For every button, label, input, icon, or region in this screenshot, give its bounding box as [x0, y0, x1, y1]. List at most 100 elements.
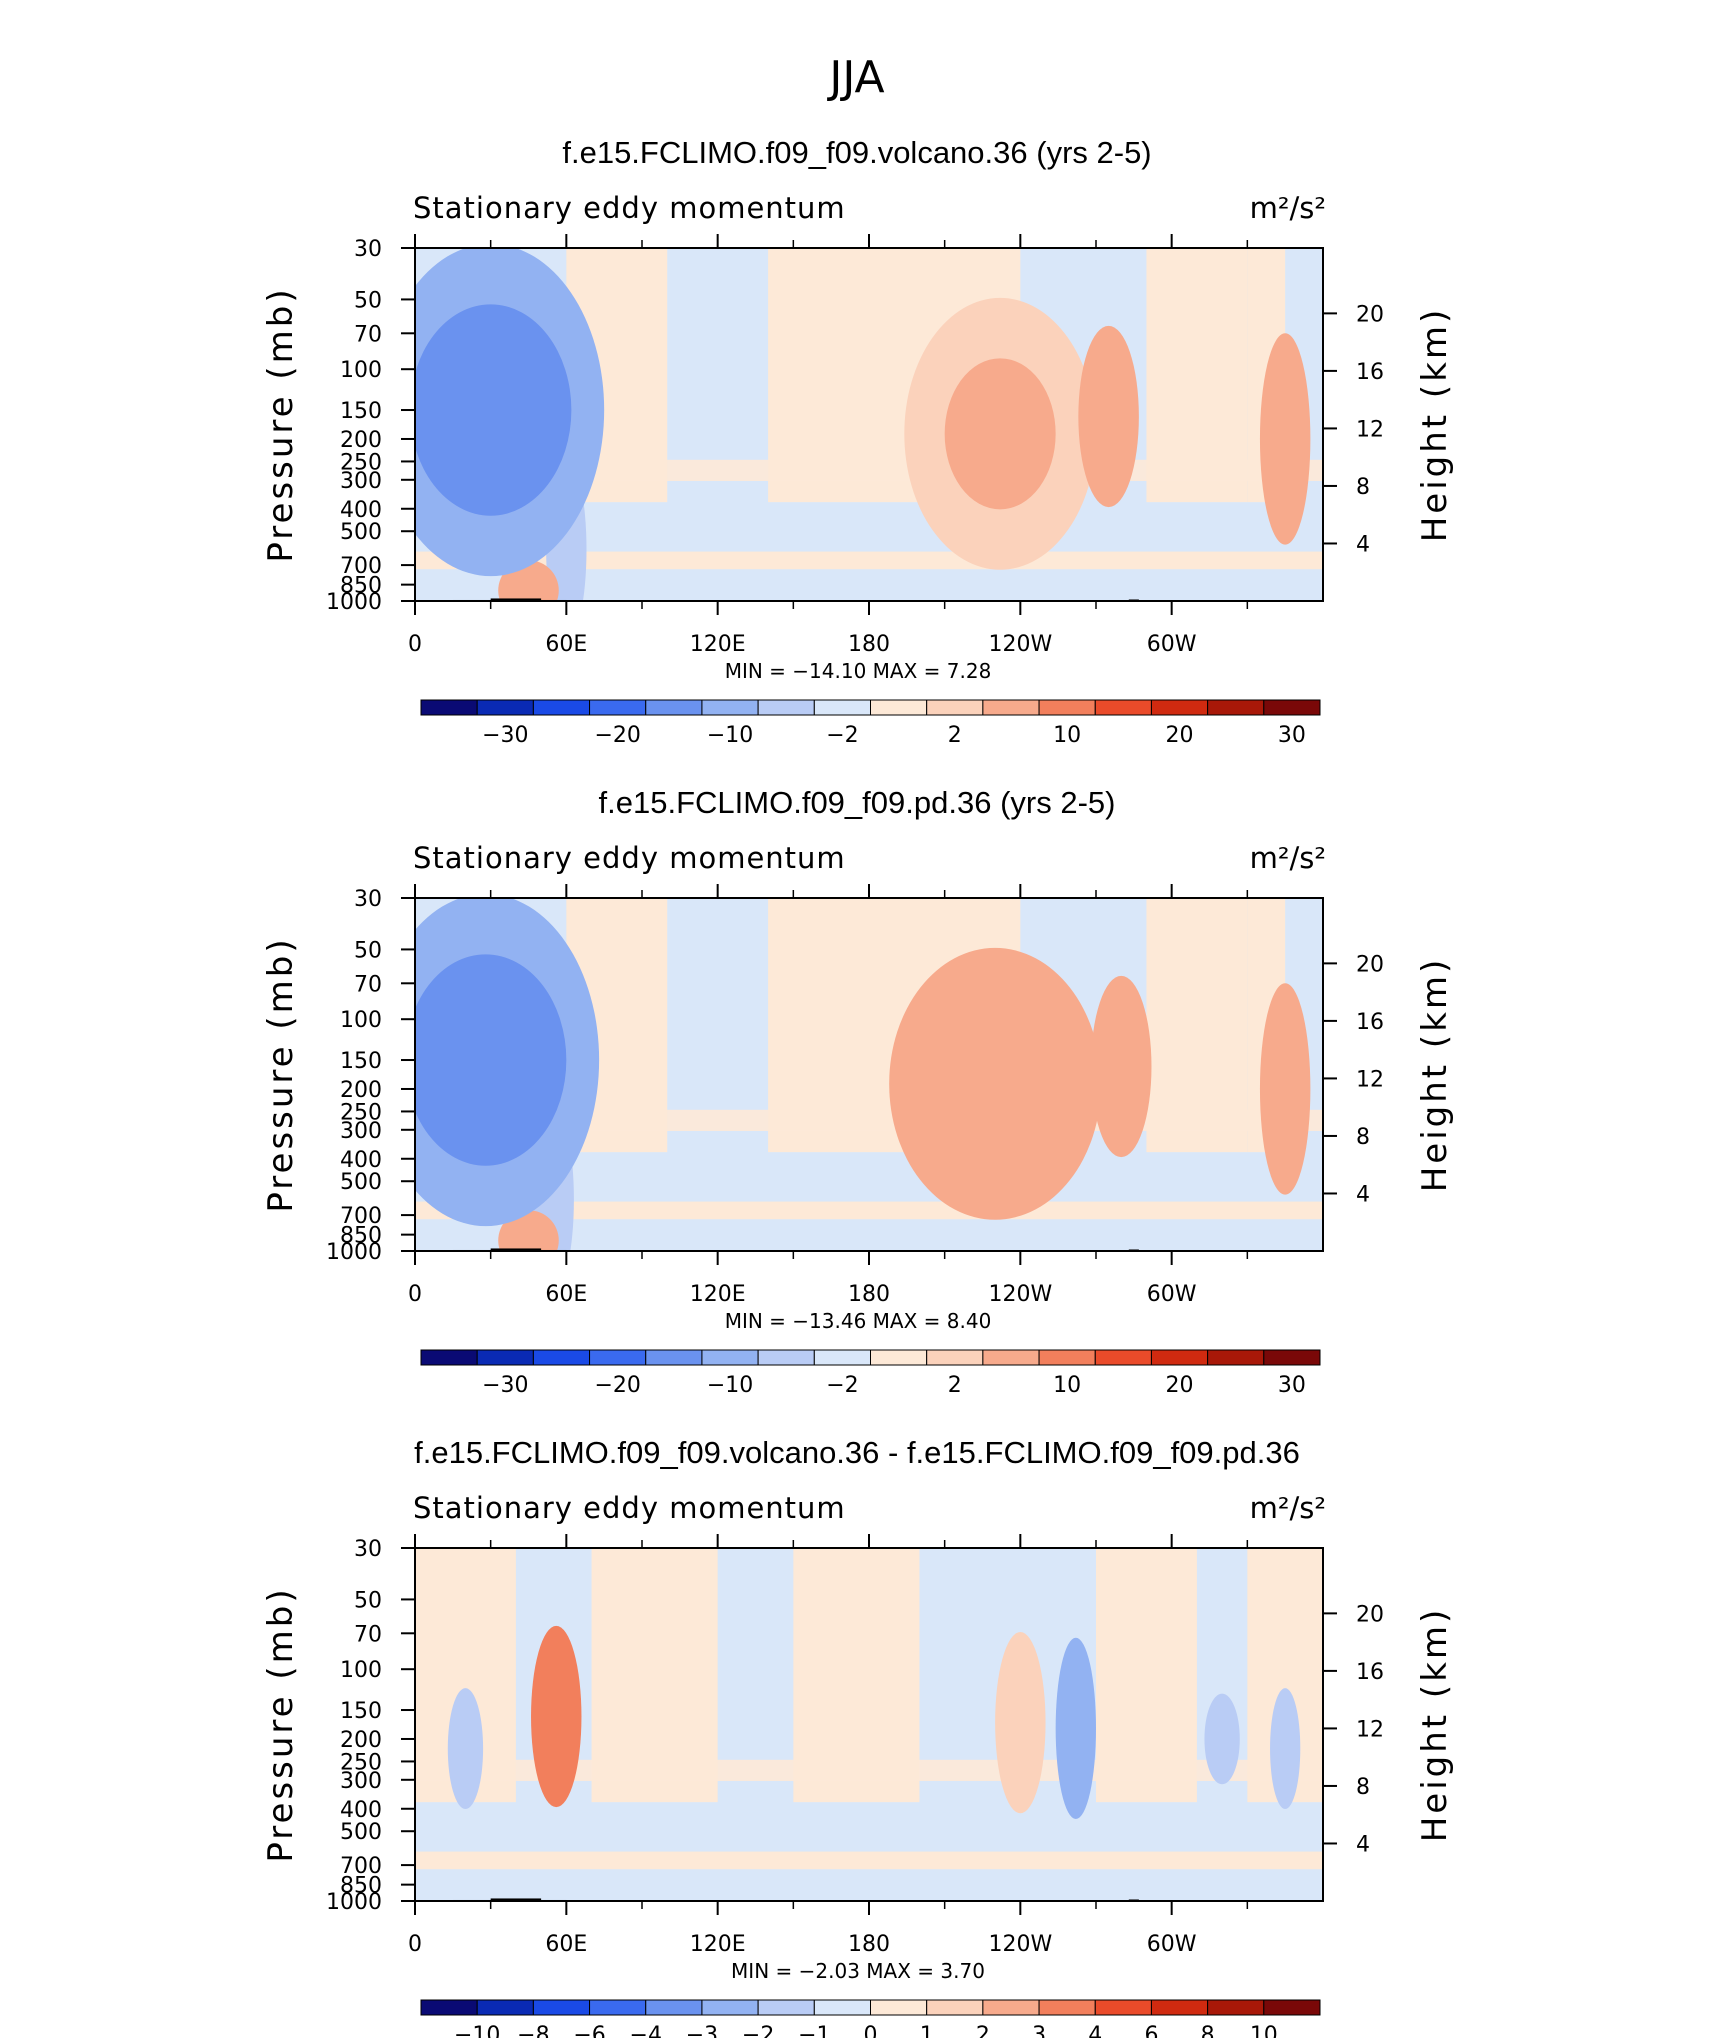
contour-field	[415, 1548, 1323, 1901]
x-tick-label: 60W	[1147, 1932, 1197, 1957]
y-tick-label: 150	[340, 1699, 382, 1724]
y-right-tick-label: 4	[1356, 1182, 1370, 1207]
colorbar-label: −20	[594, 723, 640, 748]
variable-label: Stationary eddy momentum	[413, 1491, 846, 1525]
colorbar-swatch	[926, 699, 984, 716]
colorbar-swatch	[1150, 699, 1209, 716]
x-tick-label: 120E	[690, 632, 746, 657]
colorbar-label: 1	[920, 2023, 934, 2038]
y-right-axis-title: Height (km)	[1415, 957, 1455, 1193]
y-axis-title: Pressure (mb)	[261, 286, 301, 562]
colorbar-swatch	[926, 1999, 984, 2016]
colorbar-label: 30	[1278, 1373, 1306, 1398]
colorbar-label: −10	[707, 723, 753, 748]
colorbar-label: 10	[1053, 723, 1081, 748]
y-tick-label: 850	[340, 1874, 382, 1899]
colorbar-swatch	[982, 699, 1040, 716]
y-right-tick-label: 12	[1356, 417, 1384, 442]
colorbar-label: −2	[742, 2023, 774, 2038]
colorbar-swatch	[1094, 699, 1152, 716]
positive-band	[415, 1851, 1323, 1870]
contour-blob	[1078, 325, 1139, 508]
y-axis-title: Pressure (mb)	[261, 936, 301, 1212]
x-tick-label: 120W	[988, 1282, 1052, 1307]
y-right-tick-label: 4	[1356, 1832, 1370, 1857]
colorbar-swatch	[476, 1349, 534, 1366]
contour-blob	[1090, 975, 1152, 1158]
colorbar-swatch	[1263, 1999, 1321, 2016]
colorbar-label: −3	[686, 2023, 718, 2038]
contour-blob	[447, 1688, 484, 1809]
y-right-tick-label: 4	[1356, 532, 1370, 557]
contour-blob	[415, 954, 567, 1166]
y-tick-label: 70	[354, 322, 382, 347]
y-right-axis-title: Height (km)	[1415, 307, 1455, 543]
panel-title: f.e15.FCLIMO.f09_f09.pd.36 (yrs 2-5)	[599, 785, 1116, 820]
y-tick-label: 500	[340, 1170, 382, 1195]
y-right-tick-label: 20	[1356, 1602, 1384, 1627]
x-tick-label: 60E	[545, 1932, 587, 1957]
colorbar-swatch	[926, 1349, 984, 1366]
y-tick-label: 250	[340, 1100, 382, 1125]
y-tick-label: 500	[340, 520, 382, 545]
y-tick-label: 50	[354, 288, 382, 313]
x-tick-label: 0	[408, 1932, 422, 1957]
y-tick-label: 250	[340, 450, 382, 475]
colorbar-swatch	[645, 699, 703, 716]
colorbar-swatch	[1150, 1999, 1209, 2016]
contour-blob	[889, 947, 1102, 1220]
colorbar-label: 0	[864, 2023, 878, 2038]
y-tick-label: 1000	[326, 1890, 382, 1915]
y-tick-label: 1000	[326, 590, 382, 615]
colorbar-swatch	[982, 1999, 1040, 2016]
colorbar-swatch	[813, 1349, 871, 1366]
colorbar-label: 2	[948, 723, 962, 748]
y-right-tick-label: 8	[1356, 1775, 1370, 1800]
y-tick-label: 500	[340, 1820, 382, 1845]
y-tick-label: 250	[340, 1750, 382, 1775]
colorbar-swatch	[701, 1999, 759, 2016]
colorbar-label: 10	[1053, 1373, 1081, 1398]
chart-panel-2: f.e15.FCLIMO.f09_f09.pd.36 (yrs 2-5) Stat…	[261, 785, 1455, 1398]
colorbar-swatch	[589, 1999, 647, 2016]
colorbar-label: 20	[1166, 1373, 1194, 1398]
colorbar-swatch	[1094, 1999, 1152, 2016]
y-tick-label: 70	[354, 972, 382, 997]
colorbar-label: 2	[976, 2023, 990, 2038]
x-tick-label: 60E	[545, 1282, 587, 1307]
contour-blob	[944, 358, 1056, 510]
x-tick-label: 120W	[988, 1932, 1052, 1957]
y-tick-label: 100	[340, 358, 382, 383]
colorbar-label: 4	[1088, 2023, 1102, 2038]
colorbar-swatch	[701, 699, 759, 716]
colorbar-label: −10	[707, 1373, 753, 1398]
x-tick-label: 180	[848, 1282, 890, 1307]
variable-label: Stationary eddy momentum	[413, 191, 846, 225]
colorbar-swatch	[589, 1349, 647, 1366]
colorbar-swatch	[532, 699, 591, 716]
y-tick-label: 30	[354, 887, 382, 912]
y-right-tick-label: 8	[1356, 475, 1370, 500]
x-tick-label: 120E	[690, 1932, 746, 1957]
x-tick-label: 180	[848, 632, 890, 657]
x-tick-label: 0	[408, 1282, 422, 1307]
y-right-tick-label: 16	[1356, 1660, 1384, 1685]
y-axis-title: Pressure (mb)	[261, 1586, 301, 1862]
colorbar-swatch	[870, 699, 928, 716]
contour-blob	[995, 1632, 1046, 1814]
colorbar: −30 −20 −10 −2 2 10 20 30	[420, 1349, 1321, 1398]
colorbar-label: −8	[517, 2023, 549, 2038]
y-right-tick-label: 12	[1356, 1067, 1384, 1092]
colorbar-swatch	[757, 1999, 815, 2016]
colorbar-label: −30	[482, 1373, 528, 1398]
colorbar-swatch	[645, 1349, 703, 1366]
colorbar-swatch	[420, 1349, 478, 1366]
colorbar-label: −2	[826, 1373, 858, 1398]
y-tick-label: 300	[340, 469, 382, 494]
colorbar-swatch	[813, 1999, 871, 2016]
y-right-axis-title: Height (km)	[1415, 1607, 1455, 1843]
x-tick-label: 60E	[545, 632, 587, 657]
x-tick-label: 180	[848, 1932, 890, 1957]
y-tick-label: 400	[340, 1798, 382, 1823]
y-tick-label: 200	[340, 1078, 382, 1103]
